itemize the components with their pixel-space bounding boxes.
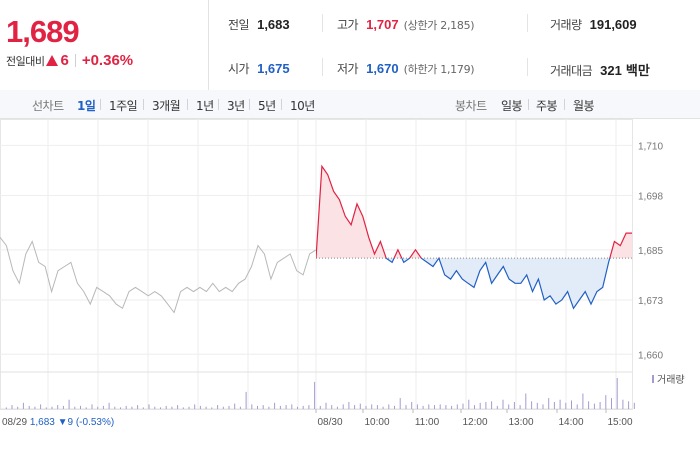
prev-day-close: 1,683 ▼9 (-0.53%) <box>30 417 114 428</box>
price-chart: 1,710 1,698 1,685 1,673 1,660 거래량 08/30 10:00… <box>0 119 685 428</box>
divider <box>100 99 101 110</box>
divider <box>187 99 188 110</box>
x-tick-label: 10:00 <box>364 417 389 428</box>
up-fill-area <box>316 166 632 259</box>
change-row: 전일대비 6 +0.36% <box>6 52 133 69</box>
period-10y[interactable]: 10년 <box>290 99 315 113</box>
prev-close-label: 전일 <box>228 18 250 32</box>
volume-legend-icon <box>652 375 654 383</box>
prev-close-value: 1,683 <box>257 17 290 32</box>
high-value: 1,707 <box>366 17 399 32</box>
prev-day-line <box>0 236 317 314</box>
divider <box>249 99 250 110</box>
y-tick-label: 1,685 <box>638 246 663 257</box>
change-value: 6 <box>60 52 69 69</box>
low-label: 저가 <box>337 62 359 76</box>
prev-day-date: 08/29 <box>2 417 30 428</box>
x-tick-label: 13:00 <box>508 417 533 428</box>
y-tick-label: 1,698 <box>638 192 663 203</box>
candle-daily[interactable]: 일봉 <box>501 99 523 113</box>
change-rate: +0.36% <box>81 52 134 69</box>
today-line-up <box>316 164 632 259</box>
amount-cell: 거래대금 321 백만 <box>550 60 650 79</box>
y-tick-label: 1,660 <box>638 350 663 361</box>
volume-label: 거래량 <box>550 18 582 32</box>
y-tick-label: 1,710 <box>638 141 663 152</box>
prev-day-info: 08/29 1,683 ▼9 (-0.53%) <box>2 417 114 428</box>
divider <box>527 14 528 32</box>
period-1y[interactable]: 1년 <box>196 99 214 113</box>
up-triangle-icon <box>46 55 59 66</box>
y-tick-label: 1,673 <box>638 296 663 307</box>
grid <box>0 119 633 410</box>
amount-unit: 백만 <box>625 63 650 78</box>
current-price: 1,689 <box>6 14 80 49</box>
period-1w[interactable]: 1주일 <box>109 99 138 113</box>
candle-monthly[interactable]: 월봉 <box>573 99 595 113</box>
x-tick-label: 11:00 <box>415 417 440 428</box>
low-value: 1,670 <box>366 61 399 76</box>
x-axis: 08/30 10:00 11:00 12:00 13:00 14:00 15:00 08/29… <box>2 409 633 428</box>
low-cell: 저가 1,670 (하한가 1,179) <box>337 60 475 77</box>
divider <box>564 99 565 110</box>
candle-weekly[interactable]: 주봉 <box>536 99 558 113</box>
stock-summary: 1,689 전일대비 6 +0.36% 전일 1,683 고가 1,707 (상… <box>0 0 700 91</box>
open-value: 1,675 <box>257 61 290 76</box>
change-label: 전일대비 <box>6 54 45 68</box>
amount-label: 거래대금 <box>550 64 593 78</box>
y-axis: 1,710 1,698 1,685 1,673 1,660 <box>638 141 663 361</box>
open-label: 시가 <box>228 62 250 76</box>
prev-close-cell: 전일 1,683 <box>228 16 290 33</box>
period-5y[interactable]: 5년 <box>258 99 276 113</box>
divider <box>218 99 219 110</box>
amount-value: 321 <box>600 63 622 78</box>
volume-cell: 거래량 191,609 <box>550 16 637 33</box>
candle-chart-label: 봉차트 <box>455 99 487 113</box>
x-tick-label: 12:00 <box>462 417 487 428</box>
volume-legend-label: 거래량 <box>657 374 685 386</box>
volume-value: 191,609 <box>589 17 637 32</box>
fill-areas <box>316 166 632 309</box>
period-3m[interactable]: 3개월 <box>152 99 181 113</box>
x-tick-label: 14:00 <box>558 417 583 428</box>
period-1d[interactable]: 1일 <box>77 99 96 113</box>
down-fill-area <box>316 258 632 309</box>
divider <box>74 54 76 67</box>
upper-limit: (상한가 2,185) <box>403 19 475 32</box>
divider <box>281 99 282 110</box>
lower-limit: (하한가 1,179) <box>403 63 475 76</box>
divider <box>528 99 529 110</box>
line-chart-label: 선차트 <box>32 99 64 113</box>
open-cell: 시가 1,675 <box>228 60 290 77</box>
divider <box>322 58 323 76</box>
chart-toolbar: 선차트 1일 1주일 3개월 1년 3년 5년 10년 봉차트 일봉 주봉 월봉 <box>0 90 700 119</box>
price-lines <box>0 164 632 314</box>
high-label: 고가 <box>337 18 359 32</box>
x-tick-label: 15:00 <box>607 417 632 428</box>
x-tick-label: 08/30 <box>317 417 342 428</box>
divider <box>143 99 144 110</box>
today-line-down <box>316 258 611 310</box>
divider <box>322 14 323 32</box>
high-cell: 고가 1,707 (상한가 2,185) <box>337 16 475 33</box>
volume-panel: 거래량 <box>0 371 685 410</box>
price-box: 1,689 전일대비 6 +0.36% <box>0 0 209 90</box>
period-3y[interactable]: 3년 <box>227 99 245 113</box>
divider <box>527 58 528 76</box>
